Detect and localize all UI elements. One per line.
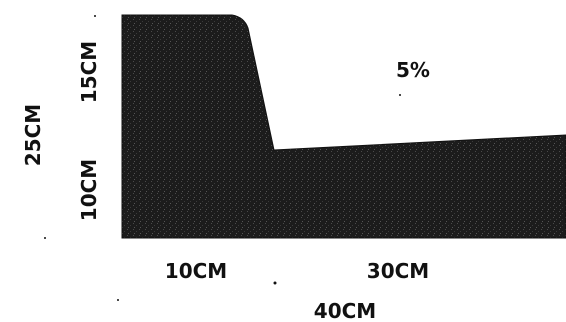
section-profile [121,14,566,239]
slope-label: 5% [396,58,430,82]
total-width-label: 40CM [314,299,376,322]
lower-height-label: 10CM [77,159,101,221]
speck-dot [399,94,401,96]
top-width-label: 10CM [165,259,227,283]
slope-width-label: 30CM [367,259,429,283]
speck-dot [273,281,277,285]
total-height-label: 25CM [21,104,45,166]
upper-height-label: 15CM [77,41,101,103]
speck-dot [94,15,96,17]
speck-dot [44,237,46,239]
speck-dot [117,299,119,301]
